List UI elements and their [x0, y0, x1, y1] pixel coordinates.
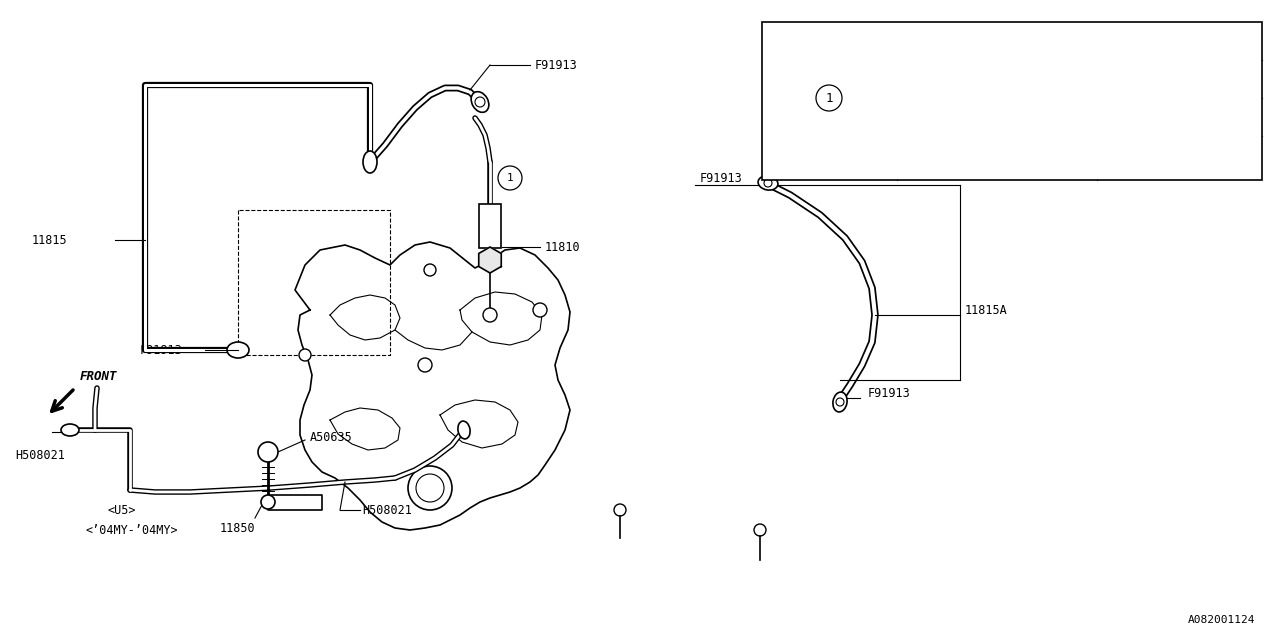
Circle shape [817, 85, 842, 111]
Text: F91913: F91913 [700, 172, 742, 184]
Text: A082001124: A082001124 [1188, 615, 1254, 625]
Text: 99071: 99071 [1162, 35, 1197, 47]
Ellipse shape [61, 424, 79, 436]
Text: <U5>: <U5> [108, 504, 137, 516]
Circle shape [259, 442, 278, 462]
Text: H508021: H508021 [15, 449, 65, 461]
Ellipse shape [758, 176, 778, 190]
Text: F91913: F91913 [535, 58, 577, 72]
Text: 11815: 11815 [32, 234, 68, 246]
Text: 11850: 11850 [220, 522, 256, 534]
Circle shape [483, 308, 497, 322]
Text: A50635: A50635 [310, 431, 353, 444]
Circle shape [416, 474, 444, 502]
Circle shape [836, 398, 844, 406]
Circle shape [424, 264, 436, 276]
Text: <ALL>: <ALL> [979, 152, 1015, 164]
Circle shape [300, 349, 311, 361]
Text: 11815A: 11815A [965, 303, 1007, 317]
Circle shape [419, 358, 433, 372]
Ellipse shape [364, 151, 378, 173]
Ellipse shape [833, 392, 847, 412]
Text: F91913: F91913 [140, 344, 183, 356]
Text: 99081: 99081 [1162, 111, 1197, 124]
Text: ( -’03MY): ( -’03MY) [797, 35, 861, 47]
Circle shape [754, 524, 765, 536]
Text: 99071: 99071 [1162, 72, 1197, 86]
Ellipse shape [471, 92, 489, 113]
Text: <ALL>: <ALL> [979, 35, 1015, 47]
Text: F91913: F91913 [868, 387, 911, 399]
Text: (’04MY): (’04MY) [805, 92, 855, 104]
Text: <C0,UT,U6>: <C0,UT,U6> [964, 74, 1030, 84]
Text: 1: 1 [826, 92, 833, 104]
Circle shape [764, 179, 772, 187]
Text: 99071: 99071 [1162, 152, 1197, 164]
Text: (’05MY- ): (’05MY- ) [797, 152, 861, 164]
Text: H508021: H508021 [362, 504, 412, 516]
Circle shape [261, 495, 275, 509]
Circle shape [475, 97, 485, 107]
Circle shape [532, 303, 547, 317]
Polygon shape [479, 247, 502, 273]
Text: FRONT: FRONT [79, 370, 118, 383]
Circle shape [498, 166, 522, 190]
Text: 1: 1 [507, 173, 513, 183]
Circle shape [614, 504, 626, 516]
Bar [762, 22, 1262, 180]
Text: 11810: 11810 [545, 241, 581, 253]
Ellipse shape [458, 421, 470, 439]
Circle shape [408, 466, 452, 510]
FancyBboxPatch shape [479, 204, 500, 248]
Text: <U5>: <U5> [983, 111, 1011, 124]
Text: <’04MY-’04MY>: <’04MY-’04MY> [84, 524, 178, 536]
Ellipse shape [227, 342, 250, 358]
